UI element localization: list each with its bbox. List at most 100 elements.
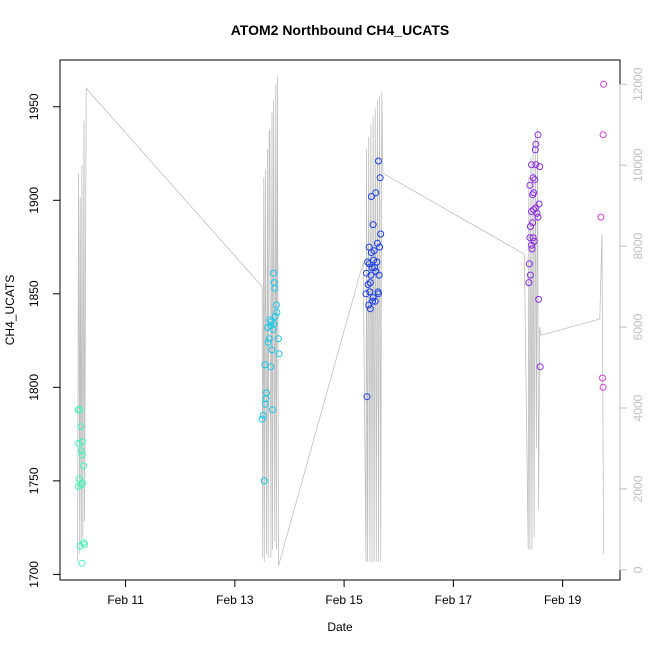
data-point [265, 335, 273, 343]
data-points-layer [74, 80, 608, 567]
data-point [273, 309, 281, 316]
data-point [535, 295, 543, 303]
data-point [528, 245, 536, 253]
data-point [529, 234, 537, 242]
data-point [78, 451, 86, 459]
data-point [531, 176, 539, 184]
y2-tick-label: 12000 [631, 67, 645, 101]
data-point [363, 269, 370, 277]
data-point [528, 161, 535, 169]
data-point [534, 213, 542, 221]
data-point [366, 288, 374, 296]
y-axis: 1700 1750 1800 1850 1900 1950 [27, 93, 61, 588]
data-point [77, 447, 85, 455]
data-point [372, 189, 380, 197]
data-point [536, 163, 544, 171]
data-point [78, 559, 86, 567]
data-point [373, 258, 381, 266]
data-point [369, 221, 377, 229]
y2-tick-label: 2000 [631, 475, 645, 502]
altitude-series-line [77, 76, 604, 566]
y-tick-label: 1950 [27, 93, 41, 120]
data-point [377, 230, 385, 238]
data-point [536, 363, 544, 371]
data-point [532, 161, 540, 169]
data-point [366, 305, 374, 313]
y-tick-label: 1900 [27, 187, 41, 214]
data-point [75, 440, 83, 447]
y2-tick-label: 8000 [631, 232, 645, 259]
data-point [373, 239, 381, 247]
data-point [77, 423, 85, 431]
data-point [369, 294, 377, 302]
y2-tick-label: 10000 [631, 148, 645, 182]
data-point [272, 301, 280, 309]
data-point [368, 264, 376, 272]
data-point [267, 363, 275, 371]
data-point [375, 157, 382, 165]
y2-tick-label: 0 [631, 566, 645, 573]
data-point [367, 193, 375, 200]
x-tick-label: Feb 15 [325, 593, 363, 607]
data-point [599, 131, 607, 139]
x-tick-label: Feb 11 [107, 593, 144, 607]
data-point [363, 393, 371, 401]
y-tick-label: 1750 [27, 467, 41, 494]
data-point [526, 223, 534, 230]
data-point [267, 318, 275, 326]
data-point [271, 312, 279, 320]
data-point [369, 297, 376, 305]
data-point [367, 271, 375, 279]
data-point [364, 281, 372, 288]
data-point [526, 181, 534, 189]
y-axis-label: CH4_UCATS [3, 275, 17, 345]
y-tick-label: 1700 [27, 561, 41, 588]
data-point [259, 411, 267, 419]
data-point [270, 279, 278, 287]
data-point [375, 271, 383, 279]
data-point [599, 374, 606, 382]
y-axis-right: 0 2000 4000 6000 8000 10000 12000 [619, 67, 645, 573]
x-tick-label: Feb 19 [544, 593, 582, 607]
data-point [526, 234, 534, 242]
data-point [364, 258, 372, 266]
data-point [376, 174, 384, 182]
data-point [261, 361, 269, 369]
data-point [370, 247, 378, 255]
data-point [599, 383, 607, 391]
altitude-line-layer [77, 76, 604, 566]
data-point [80, 462, 87, 470]
data-point [374, 288, 382, 296]
y-tick-label: 1800 [27, 374, 41, 401]
data-point [275, 350, 283, 358]
data-point [525, 260, 533, 268]
data-point [525, 279, 533, 287]
data-point [597, 213, 605, 221]
data-point [530, 189, 538, 197]
data-point [366, 279, 374, 287]
data-point [258, 415, 266, 423]
y-tick-label: 1850 [27, 280, 41, 307]
data-point [78, 438, 86, 446]
data-point [362, 290, 370, 298]
x-tick-label: Feb 17 [435, 593, 473, 607]
data-point [81, 541, 89, 548]
data-point [263, 389, 270, 397]
data-point [531, 146, 539, 154]
data-point [529, 174, 537, 182]
data-point [533, 209, 541, 217]
data-point [376, 243, 384, 251]
data-point [269, 406, 276, 414]
data-point [529, 219, 537, 227]
x-axis: Feb 11 Feb 13 Feb 15 Feb 17 Feb 19 [107, 579, 582, 607]
data-point [371, 297, 379, 305]
data-point [526, 271, 534, 279]
data-point [600, 80, 608, 88]
data-point [534, 131, 542, 139]
y2-tick-label: 4000 [631, 394, 645, 421]
data-point [530, 237, 538, 245]
data-point [264, 338, 272, 346]
data-point [76, 406, 84, 414]
y2-tick-label: 6000 [631, 313, 645, 340]
